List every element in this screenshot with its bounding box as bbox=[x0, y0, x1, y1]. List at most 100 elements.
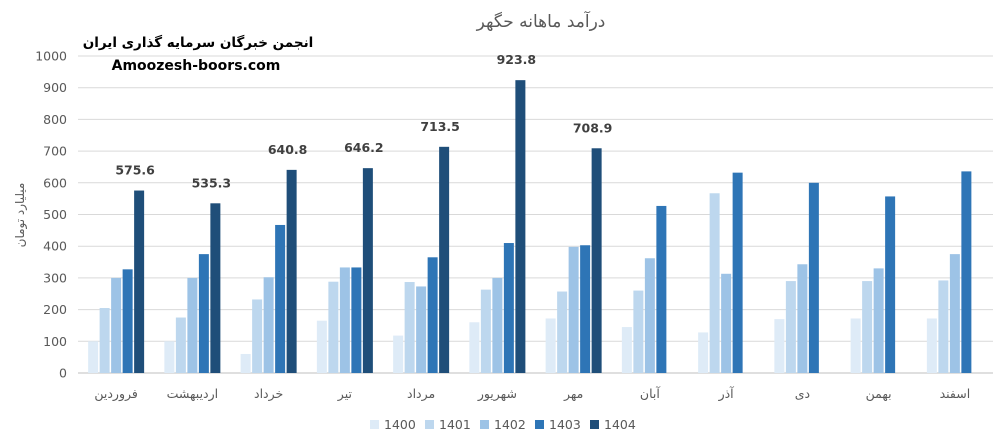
x-category-label: آذر bbox=[718, 386, 735, 402]
data-labels: 575.6 535.3 640.8 646.2 713.5 923.8 708.9 bbox=[115, 52, 612, 190]
data-label: 575.6 bbox=[115, 163, 155, 178]
bar-1403 bbox=[503, 243, 514, 373]
data-label: 923.8 bbox=[497, 52, 537, 67]
bar-1400 bbox=[698, 332, 709, 373]
x-category-label: مرداد bbox=[407, 386, 435, 402]
bar-1402 bbox=[187, 277, 198, 373]
bar-1402 bbox=[721, 273, 732, 373]
legend-label: 1402 bbox=[494, 417, 526, 432]
bar-1403 bbox=[275, 224, 286, 373]
bar-1400 bbox=[469, 322, 480, 373]
legend-swatch bbox=[535, 420, 544, 429]
bar-1401 bbox=[404, 282, 415, 373]
bar-1402 bbox=[568, 246, 579, 373]
y-tick-label: 500 bbox=[43, 207, 67, 222]
x-category-label: اسفند bbox=[940, 386, 971, 401]
bar-1402 bbox=[873, 268, 884, 373]
y-tick-label: 100 bbox=[43, 334, 67, 349]
bar-1404 bbox=[439, 146, 450, 373]
legend-label: 1403 bbox=[549, 417, 581, 432]
legend-label: 1404 bbox=[604, 417, 636, 432]
bar-1400 bbox=[240, 353, 251, 373]
bar-1403 bbox=[427, 257, 438, 373]
x-category-label: بهمن bbox=[866, 386, 892, 402]
bar-series bbox=[88, 80, 972, 374]
x-category-label: فروردین bbox=[94, 386, 138, 402]
y-tick-label: 900 bbox=[43, 80, 67, 95]
bar-1402 bbox=[797, 264, 808, 373]
data-label: 535.3 bbox=[192, 175, 232, 190]
bar-1401 bbox=[328, 281, 339, 373]
bar-1402 bbox=[492, 277, 503, 373]
bar-1403 bbox=[885, 196, 896, 373]
bar-1404 bbox=[210, 203, 221, 373]
bar-1401 bbox=[175, 317, 186, 373]
bar-1403 bbox=[961, 171, 972, 373]
bar-1401 bbox=[557, 291, 568, 373]
bar-1400 bbox=[621, 327, 632, 373]
bar-1401 bbox=[633, 290, 644, 373]
bar-1400 bbox=[545, 318, 556, 373]
y-axis-ticks: 0 100 200 300 400 500 600 700 800 900 1000 bbox=[35, 49, 67, 381]
bar-1402 bbox=[416, 286, 427, 373]
x-category-label: آبان bbox=[640, 386, 660, 401]
bar-1400 bbox=[164, 341, 175, 373]
bar-1403 bbox=[198, 254, 209, 373]
bar-1400 bbox=[774, 319, 785, 373]
bar-1401 bbox=[480, 289, 491, 373]
y-tick-label: 400 bbox=[43, 239, 67, 254]
data-label: 640.8 bbox=[268, 142, 308, 157]
legend-label: 1400 bbox=[384, 417, 416, 432]
x-category-label: خرداد bbox=[254, 386, 283, 402]
bar-1402 bbox=[949, 254, 960, 373]
bar-1401 bbox=[252, 299, 263, 373]
data-label: 713.5 bbox=[420, 119, 460, 134]
legend-swatch bbox=[425, 420, 434, 429]
bar-1402 bbox=[111, 277, 122, 373]
bar-1400 bbox=[926, 318, 937, 373]
bar-1404 bbox=[362, 168, 373, 373]
watermark-text-site: Amoozesh-boors.com bbox=[112, 58, 281, 74]
bar-1400 bbox=[393, 335, 404, 373]
bar-1401 bbox=[785, 281, 796, 373]
bar-1403 bbox=[122, 269, 133, 373]
legend: 1400 1401 1402 1403 1404 bbox=[370, 417, 636, 432]
bar-1402 bbox=[339, 267, 350, 373]
y-tick-label: 200 bbox=[43, 302, 67, 317]
bar-1401 bbox=[862, 281, 873, 373]
bar-1404 bbox=[134, 190, 145, 373]
bar-1403 bbox=[808, 182, 819, 373]
y-axis-label: میلیارد تومان bbox=[13, 183, 28, 248]
bar-1401 bbox=[99, 308, 110, 373]
x-category-label: اردیبهشت bbox=[167, 386, 219, 402]
x-category-label: مهر bbox=[563, 386, 583, 402]
bar-1400 bbox=[316, 320, 327, 373]
bar-1404 bbox=[515, 80, 526, 374]
bar-1400 bbox=[88, 341, 99, 373]
bar-1403 bbox=[656, 205, 667, 373]
x-category-label: تیر bbox=[337, 386, 353, 402]
bar-1401 bbox=[938, 280, 949, 373]
bar-1404 bbox=[591, 148, 602, 373]
y-tick-label: 300 bbox=[43, 270, 67, 285]
x-category-label: دی bbox=[795, 386, 810, 401]
bar-1404 bbox=[286, 169, 297, 373]
legend-label: 1401 bbox=[439, 417, 471, 432]
y-tick-label: 800 bbox=[43, 112, 67, 127]
chart-title: درآمد ماهانه حگهر bbox=[476, 10, 606, 32]
data-label: 708.9 bbox=[573, 120, 613, 135]
gridlines bbox=[78, 55, 993, 374]
legend-swatch bbox=[370, 420, 379, 429]
watermark-text-persian: انجمن خبرگان سرمایه گذاری ایران bbox=[83, 34, 314, 51]
bar-1401 bbox=[709, 193, 720, 373]
x-axis-categories: فروردین اردیبهشت خرداد تیر مرداد شهریور مهر آبا… bbox=[94, 386, 970, 402]
legend-swatch bbox=[590, 420, 599, 429]
bar-1403 bbox=[580, 245, 591, 373]
bar-1403 bbox=[351, 267, 362, 373]
bar-1403 bbox=[732, 172, 743, 373]
data-label: 646.2 bbox=[344, 140, 384, 155]
y-tick-label: 700 bbox=[43, 144, 67, 159]
y-tick-label: 1000 bbox=[35, 49, 67, 64]
y-tick-label: 600 bbox=[43, 175, 67, 190]
